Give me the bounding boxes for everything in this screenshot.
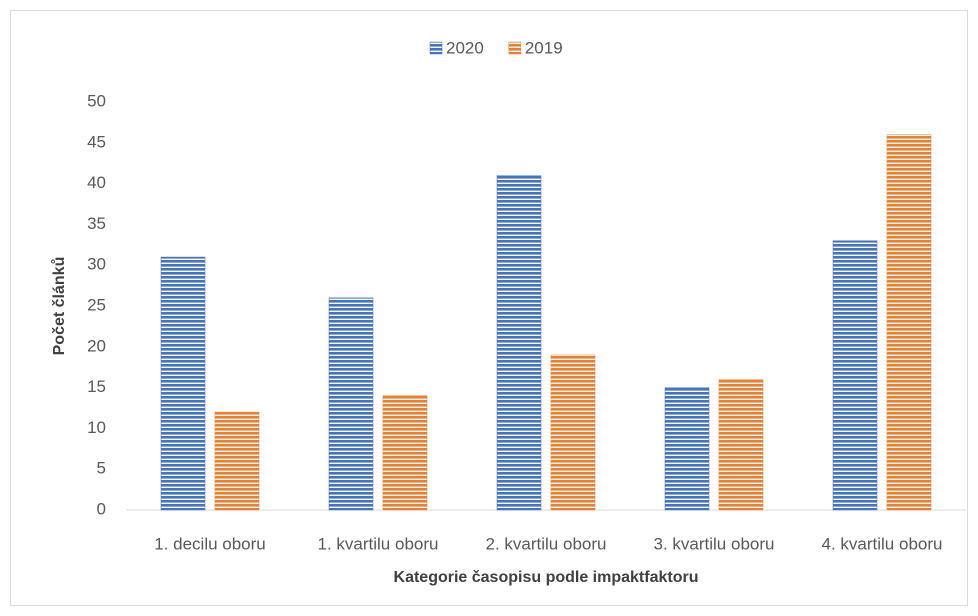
legend-label: 2019 <box>525 38 563 57</box>
bar <box>550 354 596 511</box>
y-tick-label: 40 <box>87 173 106 192</box>
y-tick-label: 20 <box>87 336 106 355</box>
bar <box>496 175 542 511</box>
y-tick-label: 45 <box>87 132 106 151</box>
y-tick-label: 10 <box>87 418 106 437</box>
bar <box>382 395 428 511</box>
y-tick-label: 5 <box>97 459 106 478</box>
y-tick-label: 35 <box>87 214 106 233</box>
bar <box>160 256 206 511</box>
x-axis-label: Kategorie časopisu podle impaktfaktoru <box>394 569 699 586</box>
chart-border <box>10 10 968 606</box>
bar <box>832 240 878 511</box>
y-tick-label: 15 <box>87 377 106 396</box>
legend-label: 2020 <box>446 38 484 57</box>
bar <box>718 379 764 511</box>
legend-swatch <box>508 41 522 55</box>
x-tick-label: 3. kvartilu oboru <box>654 534 775 553</box>
y-axis-label: Počet článků <box>51 257 68 356</box>
bar <box>664 387 710 511</box>
bar <box>214 411 260 511</box>
x-tick-label: 4. kvartilu oboru <box>822 534 943 553</box>
y-tick-label: 30 <box>87 255 106 274</box>
x-tick-label: 1. decilu oboru <box>154 534 266 553</box>
bar <box>886 134 932 511</box>
x-tick-label: 2. kvartilu oboru <box>486 534 607 553</box>
x-tick-label: 1. kvartilu oboru <box>318 534 439 553</box>
y-tick-label: 25 <box>87 295 106 314</box>
y-tick-label: 0 <box>97 499 106 518</box>
y-tick-label: 50 <box>87 91 106 110</box>
bar <box>328 297 374 511</box>
legend-swatch <box>429 41 443 55</box>
